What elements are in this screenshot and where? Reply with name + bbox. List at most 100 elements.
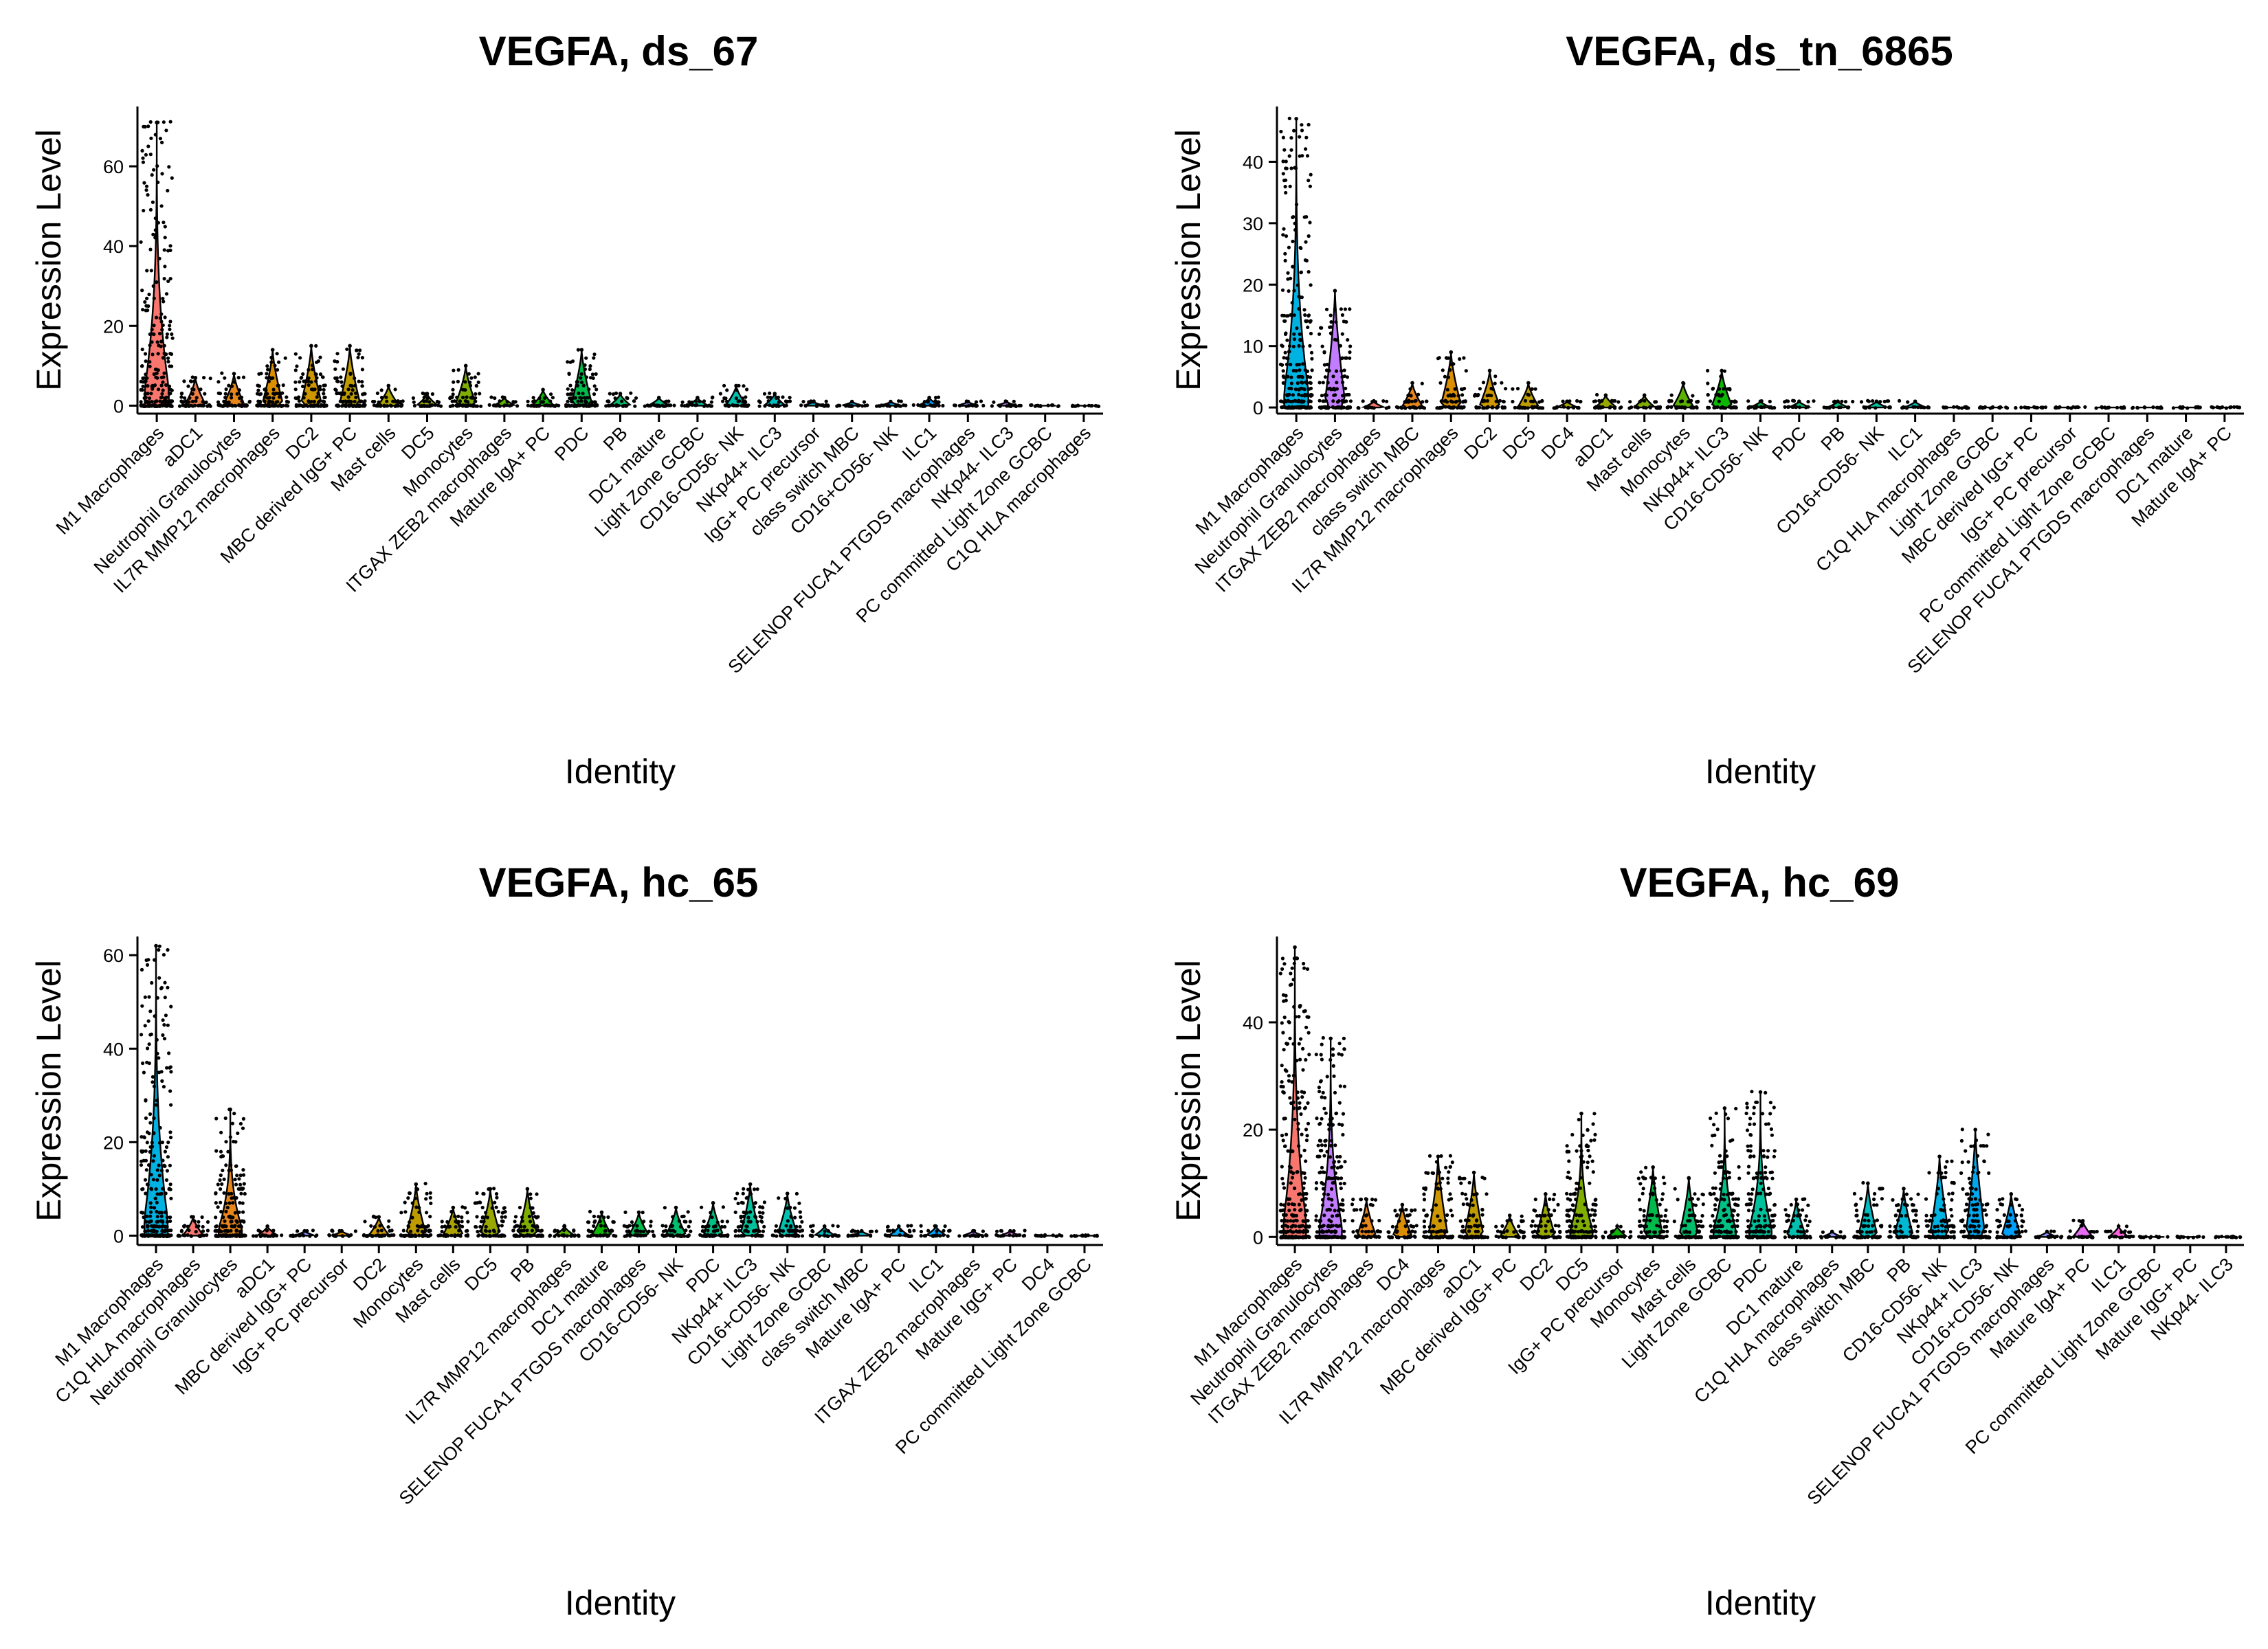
data-point [1866,399,1870,403]
data-point [531,1211,535,1215]
data-point [1760,405,1764,410]
data-point [823,1229,827,1233]
data-point [522,1234,526,1238]
data-point [502,1206,507,1210]
data-point [358,400,363,404]
data-point [375,391,380,396]
data-point [1350,1219,1355,1223]
data-point [1306,374,1310,379]
data-point [150,1224,154,1228]
data-point [1361,399,1365,403]
data-point [170,364,174,368]
data-point [1746,399,1750,403]
data-point [1299,1208,1303,1212]
data-point [144,1098,148,1102]
data-point [463,380,467,384]
data-point [153,133,157,137]
data-point [177,404,182,408]
data-point [153,400,157,404]
data-point [1283,1068,1287,1072]
data-point [476,1201,480,1205]
data-point [1284,190,1288,195]
jitter-points [680,395,715,408]
data-point [744,395,748,399]
jitter-points [2054,405,2087,410]
data-point [1352,1208,1356,1212]
data-point [163,315,167,319]
data-point [919,1224,923,1228]
data-point [297,399,301,403]
data-point [590,372,595,377]
data-point [1299,271,1303,275]
data-point [749,1192,753,1196]
data-point [403,1200,407,1204]
jitter-points [327,1229,358,1238]
data-point [1291,239,1295,243]
data-point [1900,406,1904,410]
data-point [794,1224,799,1229]
data-point [157,1174,162,1178]
data-point [181,403,185,407]
data-point [475,1191,479,1196]
data-point [1381,399,1386,403]
data-point [799,403,803,407]
data-point [652,403,656,407]
data-point [1444,1219,1448,1223]
category-pdc: PDC [551,348,599,465]
data-point [687,1224,691,1229]
data-point [1297,344,1301,348]
data-point [780,1234,784,1238]
data-point [152,324,156,328]
data-point [1517,405,1522,410]
data-point [972,403,976,407]
data-point [223,392,227,396]
data-point [1532,1208,1536,1212]
data-point [742,1187,746,1191]
data-point [1291,1219,1296,1223]
jitter-points [799,399,830,408]
data-point [746,1215,751,1220]
data-point [603,1229,608,1233]
data-point [1302,966,1307,970]
data-point [1472,1193,1476,1197]
data-point [1333,1143,1337,1147]
data-point [1404,1208,1408,1212]
data-point [1504,387,1508,391]
data-point [519,1224,523,1229]
data-point [2122,406,2126,410]
data-point [781,1229,786,1233]
data-point [146,404,150,408]
data-point [408,1191,412,1196]
data-point [140,1033,144,1037]
data-point [1746,405,1750,410]
data-point-max [927,395,931,400]
data-point [1337,1160,1341,1164]
data-point [223,395,227,400]
data-point [535,1224,539,1228]
data-point [304,403,308,407]
data-point [1320,1042,1324,1046]
data-point [205,1233,209,1237]
data-point [1555,405,1559,409]
data-point [497,1234,501,1238]
data-point [1282,356,1286,360]
data-point [234,1140,238,1144]
data-point [1409,1235,1413,1239]
data-point [1290,1176,1295,1180]
data-point [168,1066,172,1070]
data-point [783,1196,788,1201]
data-point [1280,1165,1284,1169]
data-point [706,1233,710,1237]
data-point [834,1233,838,1237]
data-point [447,1225,451,1229]
data-point [192,379,197,383]
data-point [293,368,298,372]
data-point [2005,406,2010,410]
data-point [1293,1117,1297,1121]
data-point [671,1215,675,1219]
data-point [237,1224,241,1229]
data-point [1339,1053,1344,1057]
data-point [1322,350,1326,355]
data-point [460,1215,464,1220]
data-point [1552,1230,1557,1234]
